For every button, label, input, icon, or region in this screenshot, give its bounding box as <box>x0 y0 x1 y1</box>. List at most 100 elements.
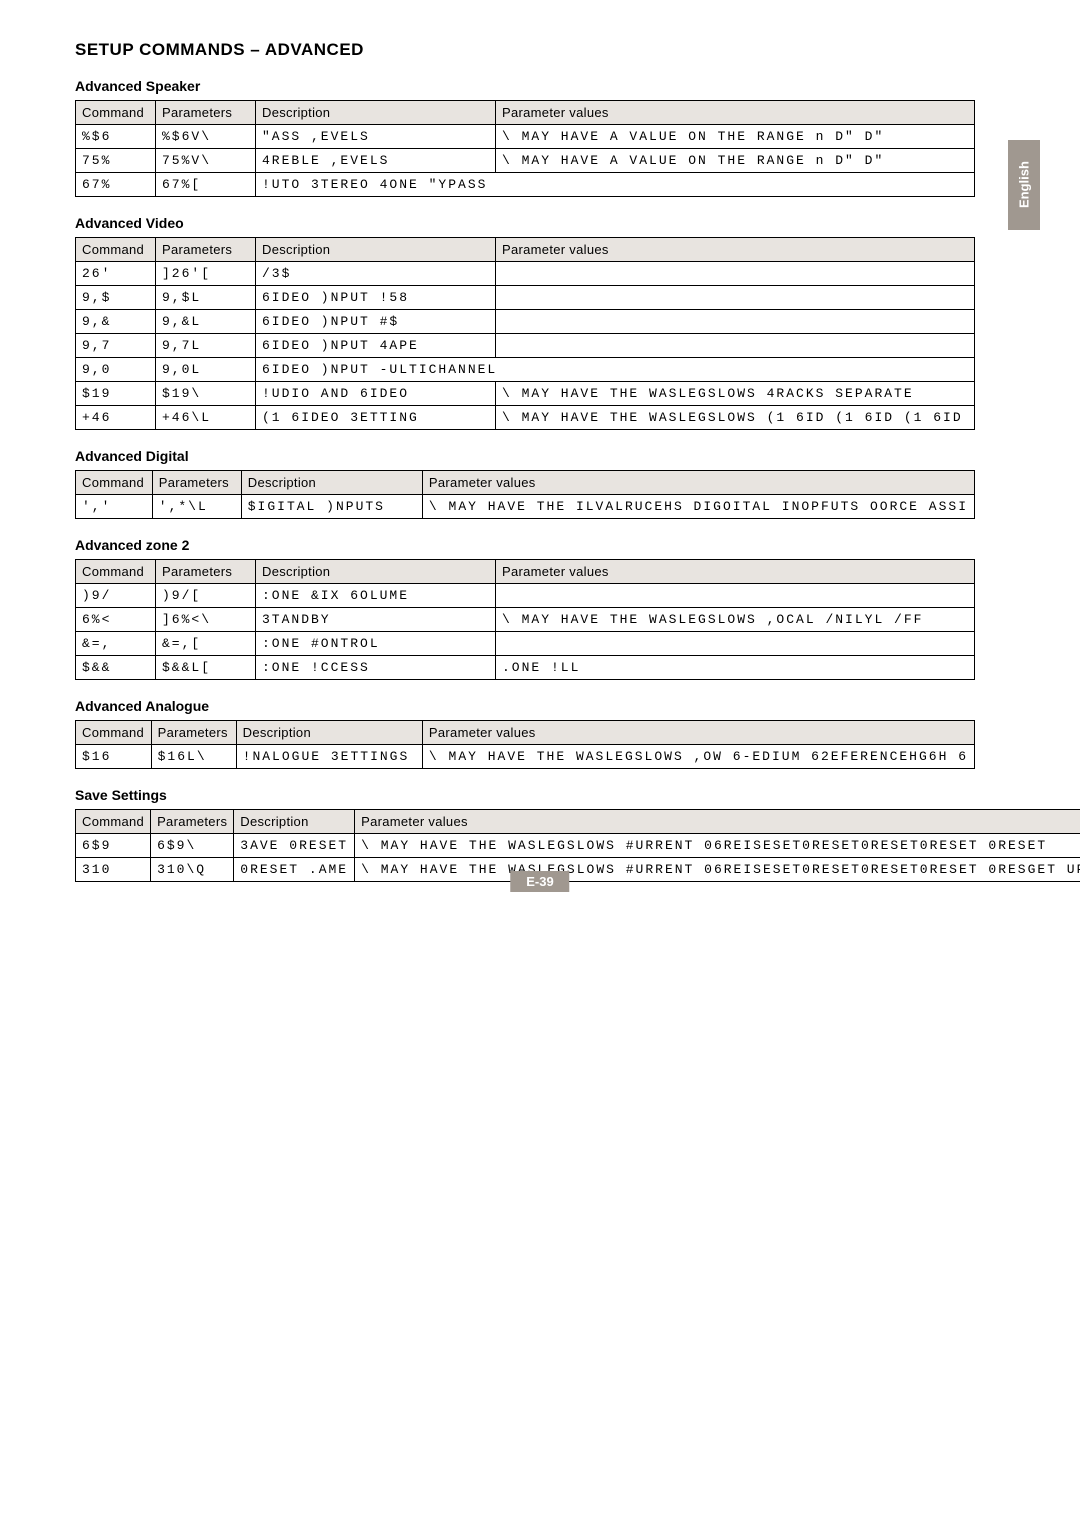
col-header-command: Command <box>76 238 156 262</box>
cell-description: /3$ <box>256 262 496 286</box>
col-header-values: Parameter values <box>496 238 975 262</box>
col-header-description: Description <box>241 471 422 495</box>
cell-description: 6IDEO )NPUT 4APE <box>256 334 496 358</box>
table-row: 6$96$9\3AVE 0RESET\ MAY HAVE THE WASLEGS… <box>76 834 1080 858</box>
table-row: 9,$9,$L6IDEO )NPUT !58 <box>76 286 975 310</box>
cell-command: $16 <box>76 745 152 769</box>
cell-parameters: $19\ <box>156 382 256 406</box>
col-header-description: Description <box>256 238 496 262</box>
cell-values <box>496 584 975 608</box>
cell-values: \ MAY HAVE THE WASLEGSLOWS ,OCAL /NILYL … <box>496 608 975 632</box>
section-title: Advanced Speaker <box>75 78 1005 94</box>
cell-values: \ MAY HAVE THE WASLEGSLOWS #URRENT 06REI… <box>355 858 1080 882</box>
cell-parameters: $16L\ <box>151 745 236 769</box>
command-table: CommandParametersDescriptionParameter va… <box>75 237 975 430</box>
table-row: %$6%$6V\"ASS ,EVELS\ MAY HAVE A VALUE ON… <box>76 125 975 149</box>
page-container: English SETUP COMMANDS – ADVANCED Advanc… <box>0 0 1080 922</box>
cell-parameters: 310\Q <box>151 858 234 882</box>
side-tab-english: English <box>1008 140 1040 230</box>
cell-command: 6%< <box>76 608 156 632</box>
cell-command: $19 <box>76 382 156 406</box>
cell-values: \ MAY HAVE THE ILVALRUCEHS DIGOITAL INOP… <box>422 495 974 519</box>
cell-command: )9/ <box>76 584 156 608</box>
cell-values: \ MAY HAVE THE WASLEGSLOWS (1 6ID (1 6ID… <box>496 406 975 430</box>
cell-description: :ONE &IX 6OLUME <box>256 584 496 608</box>
section-title: Advanced Analogue <box>75 698 1005 714</box>
col-header-values: Parameter values <box>496 560 975 584</box>
footer-page-number: E-39 <box>510 871 569 892</box>
cell-command: 310 <box>76 858 151 882</box>
section-title: Advanced Video <box>75 215 1005 231</box>
table-row: $19$19\!UDIO AND 6IDEO\ MAY HAVE THE WAS… <box>76 382 975 406</box>
cell-parameters: $&&L[ <box>156 656 256 680</box>
table-row: $16$16L\!NALOGUE 3ETTINGS\ MAY HAVE THE … <box>76 745 975 769</box>
command-table: CommandParametersDescriptionParameter va… <box>75 809 1080 882</box>
table-row: 9,&9,&L6IDEO )NPUT #$ <box>76 310 975 334</box>
section-title: Advanced Digital <box>75 448 1005 464</box>
cell-parameters: ]26'[ <box>156 262 256 286</box>
command-table: CommandParametersDescriptionParameter va… <box>75 559 975 680</box>
cell-command: 75% <box>76 149 156 173</box>
col-header-values: Parameter values <box>422 721 974 745</box>
cell-values: \ MAY HAVE THE WASLEGSLOWS 4RACKS SEPARA… <box>496 382 975 406</box>
col-header-parameters: Parameters <box>152 471 241 495</box>
table-row: 9,09,0L6IDEO )NPUT -ULTICHANNEL <box>76 358 975 382</box>
table-row: 67%67%[!UTO 3TEREO 4ONE "YPASS <box>76 173 975 197</box>
col-header-parameters: Parameters <box>151 810 234 834</box>
cell-parameters: +46\L <box>156 406 256 430</box>
col-header-values: Parameter values <box>355 810 1080 834</box>
cell-values <box>496 262 975 286</box>
cell-parameters: )9/[ <box>156 584 256 608</box>
col-header-command: Command <box>76 810 151 834</box>
cell-parameters: ]6%<\ <box>156 608 256 632</box>
cell-description: $IGITAL )NPUTS <box>241 495 422 519</box>
cell-command: 6$9 <box>76 834 151 858</box>
command-table: CommandParametersDescriptionParameter va… <box>75 100 975 197</box>
cell-values <box>496 286 975 310</box>
cell-parameters: ',*\L <box>152 495 241 519</box>
col-header-description: Description <box>256 560 496 584</box>
cell-description: :ONE #ONTROL <box>256 632 496 656</box>
col-header-parameters: Parameters <box>156 238 256 262</box>
command-table: CommandParametersDescriptionParameter va… <box>75 470 975 519</box>
col-header-command: Command <box>76 560 156 584</box>
col-header-command: Command <box>76 101 156 125</box>
cell-command: %$6 <box>76 125 156 149</box>
cell-command: 9,7 <box>76 334 156 358</box>
cell-description: (1 6IDEO 3ETTING <box>256 406 496 430</box>
cell-values: \ MAY HAVE THE WASLEGSLOWS #URRENT 06REI… <box>355 834 1080 858</box>
table-row: +46+46\L(1 6IDEO 3ETTING\ MAY HAVE THE W… <box>76 406 975 430</box>
table-row: $&&$&&L[:ONE !CCESS .ONE !LL <box>76 656 975 680</box>
cell-description: 6IDEO )NPUT -ULTICHANNEL <box>256 358 975 382</box>
col-header-values: Parameter values <box>422 471 974 495</box>
table-row: ','',*\L$IGITAL )NPUTS\ MAY HAVE THE ILV… <box>76 495 975 519</box>
section-title: Save Settings <box>75 787 1005 803</box>
cell-parameters: 6$9\ <box>151 834 234 858</box>
table-row: 26']26'[/3$ <box>76 262 975 286</box>
cell-command: &=, <box>76 632 156 656</box>
cell-description: 4REBLE ,EVELS <box>256 149 496 173</box>
col-header-parameters: Parameters <box>156 560 256 584</box>
col-header-description: Description <box>236 721 422 745</box>
page-title: SETUP COMMANDS – ADVANCED <box>75 40 1005 60</box>
cell-parameters: %$6V\ <box>156 125 256 149</box>
cell-parameters: 75%V\ <box>156 149 256 173</box>
col-header-description: Description <box>234 810 355 834</box>
table-row: &=,&=,[:ONE #ONTROL <box>76 632 975 656</box>
cell-parameters: 9,$L <box>156 286 256 310</box>
table-row: 310310\Q0RESET .AME\ MAY HAVE THE WASLEG… <box>76 858 1080 882</box>
cell-values: \ MAY HAVE THE WASLEGSLOWS ,OW 6-EDIUM 6… <box>422 745 974 769</box>
cell-parameters: 67%[ <box>156 173 256 197</box>
cell-description: !NALOGUE 3ETTINGS <box>236 745 422 769</box>
cell-values: .ONE !LL <box>496 656 975 680</box>
cell-description: 3AVE 0RESET <box>234 834 355 858</box>
cell-description: !UTO 3TEREO 4ONE "YPASS <box>256 173 975 197</box>
section-title: Advanced zone 2 <box>75 537 1005 553</box>
table-row: 6%<]6%<\3TANDBY\ MAY HAVE THE WASLEGSLOW… <box>76 608 975 632</box>
col-header-values: Parameter values <box>496 101 975 125</box>
col-header-command: Command <box>76 721 152 745</box>
col-header-parameters: Parameters <box>156 101 256 125</box>
cell-command: 26' <box>76 262 156 286</box>
cell-description: 6IDEO )NPUT #$ <box>256 310 496 334</box>
cell-parameters: 9,7L <box>156 334 256 358</box>
